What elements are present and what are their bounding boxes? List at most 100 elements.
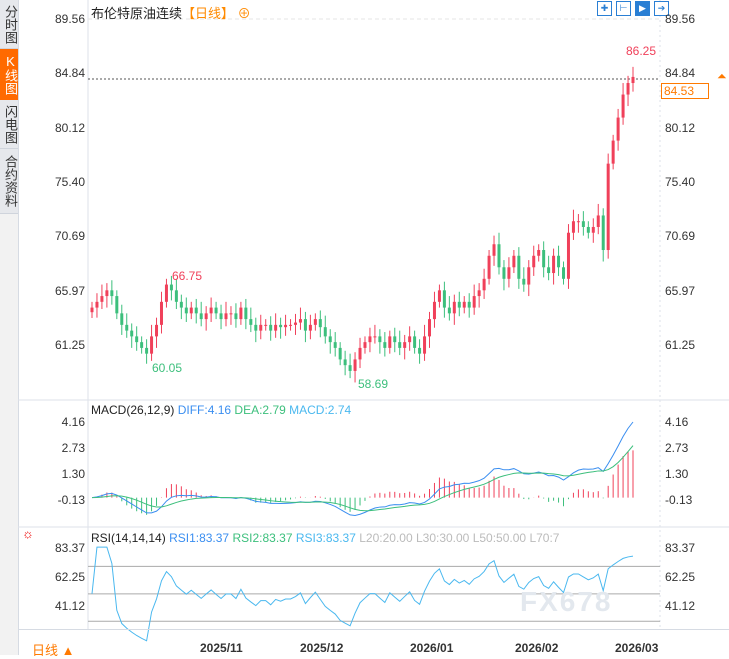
circle-plus-icon[interactable]: ⊕ — [237, 6, 251, 21]
candle-body — [413, 336, 417, 348]
rsi2: RSI2:83.37 — [232, 531, 293, 545]
rsi-label: RSI(14,14,14) — [91, 531, 166, 545]
toolbar: ✚ ⊢ ▶ ➔ — [597, 1, 669, 16]
candle-body — [601, 215, 605, 251]
candle-body — [279, 324, 283, 328]
candle-body — [100, 296, 104, 302]
candle-body — [164, 284, 168, 302]
rsi-l50: L50:50.00 — [472, 531, 527, 545]
rsi-l70: L70:7 — [529, 531, 560, 545]
candle-body — [259, 324, 263, 331]
date-tick: 2025/11 — [200, 641, 243, 655]
macd-tick-left: 4.16 — [61, 415, 85, 429]
candle-body — [437, 290, 441, 302]
price-tick-left: 65.97 — [54, 283, 85, 298]
candle-body — [403, 342, 407, 348]
fit-range-icon[interactable]: ⊢ — [616, 1, 631, 16]
candle-body — [90, 307, 94, 313]
candle-body — [383, 342, 387, 348]
candle-body — [308, 324, 312, 331]
macd-diff-line — [91, 421, 634, 516]
candle-body — [358, 347, 362, 360]
price-tick-right: 75.40 — [665, 175, 696, 190]
candle-body — [586, 226, 590, 233]
candle-body — [596, 215, 600, 227]
candle-body — [467, 301, 471, 308]
candle-body — [621, 94, 625, 118]
candle-body — [204, 313, 208, 320]
candle-body — [547, 267, 551, 274]
candle-body — [338, 347, 342, 360]
macd-dea-line — [91, 445, 634, 512]
low-price-label: 58.69 — [358, 377, 389, 391]
candle-body — [492, 244, 496, 256]
candle-body — [576, 221, 580, 223]
tab-contract-info[interactable]: 合约资料 — [0, 149, 18, 214]
candle-body — [517, 255, 521, 279]
macd-tick-right: 4.16 — [665, 415, 689, 429]
macd-tick-right: 1.30 — [665, 467, 689, 481]
chart-title: 布伦特原油连续【日线】 ⊕ — [91, 3, 251, 22]
candle-body — [269, 324, 273, 331]
candle-body — [353, 359, 357, 371]
period-selector[interactable]: 日线 ▲ — [32, 643, 75, 658]
candle-body — [150, 336, 154, 354]
settings-sun-icon[interactable]: ☼ — [22, 526, 34, 541]
candle-body — [130, 330, 134, 337]
candle-body — [631, 76, 635, 84]
tab-timeshare[interactable]: 分时图 — [0, 0, 18, 49]
rsi-line — [91, 546, 634, 642]
crosshair-icon[interactable]: ✚ — [597, 1, 612, 16]
candle-body — [363, 342, 367, 348]
candle-body — [393, 336, 397, 343]
scroll-end-icon[interactable]: ➔ — [654, 1, 669, 16]
candle-body — [184, 307, 188, 314]
candle-body — [452, 301, 456, 314]
candle-body — [428, 319, 432, 337]
candle-body — [115, 296, 119, 314]
rsi-tick-left: 62.25 — [54, 569, 85, 584]
candle-body — [328, 336, 332, 343]
macd-diff: DIFF:4.16 — [177, 403, 232, 417]
candle-body — [606, 163, 610, 251]
candle-body — [244, 307, 248, 320]
candle-body — [507, 267, 511, 279]
candle-body — [388, 336, 392, 348]
rsi-tick-left: 83.37 — [54, 541, 85, 555]
time-axis: 日线 ▲ 2025/11 2025/12 2026/01 2026/02 202… — [18, 629, 729, 658]
candle-body — [199, 313, 203, 320]
price-tick-right: 70.69 — [665, 229, 696, 244]
price-tick-left: 84.84 — [54, 66, 85, 81]
high-price-label: 66.75 — [172, 269, 203, 283]
candle-body — [284, 324, 288, 328]
macd-label: MACD(26,12,9) — [91, 403, 175, 417]
price-tick-left: 61.25 — [54, 338, 85, 353]
candle-body — [348, 365, 352, 371]
candle-body — [611, 140, 615, 164]
candle-body — [120, 313, 124, 325]
candle-body — [557, 255, 561, 268]
auto-scale-icon[interactable]: ▶ — [635, 1, 650, 16]
candle-body — [497, 244, 501, 268]
price-tick-left: 80.12 — [54, 120, 85, 135]
price-tick-left: 70.69 — [54, 229, 85, 244]
candle-body — [274, 324, 278, 331]
candle-body — [105, 290, 109, 297]
price-tick-right: 65.97 — [665, 283, 696, 298]
price-tick-right: 89.56 — [665, 12, 696, 26]
candle-body — [566, 232, 570, 279]
rsi3: RSI3:83.37 — [295, 531, 356, 545]
price-tick-left: 75.40 — [54, 175, 85, 190]
candle-body — [159, 301, 163, 325]
candle-body — [135, 336, 139, 343]
candle-body — [542, 250, 546, 268]
tab-flash[interactable]: 闪电图 — [0, 100, 18, 149]
candle-body — [333, 342, 337, 348]
candle-body — [313, 319, 317, 325]
tab-kline[interactable]: K线图 — [0, 49, 18, 101]
rsi-tick-right: 62.25 — [665, 569, 696, 584]
macd-tick-right: -0.13 — [665, 493, 693, 507]
candle-body — [209, 307, 213, 314]
candle-body — [289, 324, 293, 326]
